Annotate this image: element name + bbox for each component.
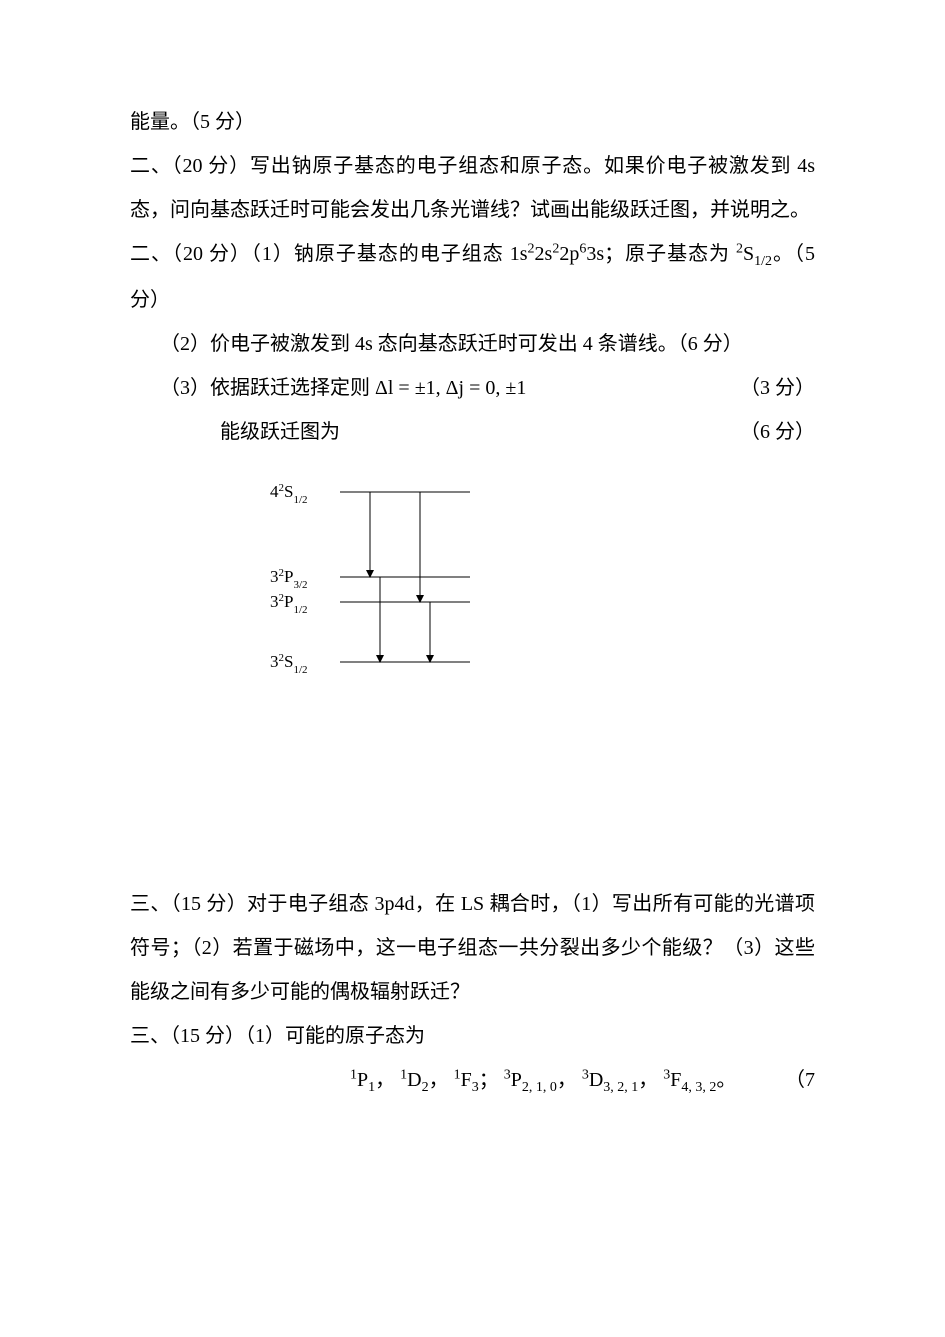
answer-2-part2: （2）价电子被激发到 4s 态向基态跃迁时可发出 4 条谱线。（6 分） <box>130 322 815 366</box>
svg-text:32S1/2: 32S1/2 <box>270 652 308 676</box>
diagram-heading-points: （6 分） <box>740 410 815 454</box>
answer-2-part1: 二、（20 分）（1）钠原子基态的电子组态 1s22s22p63s；原子基态为 … <box>130 232 815 322</box>
selection-rule-points: （3 分） <box>740 366 815 410</box>
answer-2-diagram-heading: 能级跃迁图为 （6 分） <box>130 410 815 454</box>
energy-level-diagram: 42S1/2 32P3/232P1/2 32S1/2 <box>130 472 815 692</box>
answer-prefix: 二、（20 分）（1）钠原子基态的电子组态 <box>130 243 510 265</box>
diagram-heading-text: 能级跃迁图为 <box>220 410 340 454</box>
electron-config: 1s22s22p63s <box>510 243 604 265</box>
question-2: 二、（20 分）写出钠原子基态的电子组态和原子态。如果价电子被激发到 4s 态，… <box>130 144 815 232</box>
answer-mid: ；原子基态为 <box>604 243 736 265</box>
term-symbol-list: 1P1， 1D2， 1F3； 3P2, 1, 0， 3D3, 2, 1， 3F4… <box>350 1058 736 1104</box>
svg-text:42S1/2: 42S1/2 <box>270 482 308 506</box>
paragraph-energy-fragment: 能量。（5 分） <box>130 100 815 144</box>
ground-term: 2S1/2 <box>736 243 772 265</box>
selection-rule-text: （3）依据跃迁选择定则 Δl = ±1, Δj = 0, ±1 <box>160 366 526 410</box>
answer-2-part3-rule: （3）依据跃迁选择定则 Δl = ±1, Δj = 0, ±1 （3 分） <box>130 366 815 410</box>
question-3: 三、（15 分）对于电子组态 3p4d，在 LS 耦合时，（1）写出所有可能的光… <box>130 882 815 1014</box>
svg-text:32P3/2: 32P3/2 <box>270 567 308 591</box>
svg-text:32P1/2: 32P1/2 <box>270 592 308 616</box>
document-page: 能量。（5 分） 二、（20 分）写出钠原子基态的电子组态和原子态。如果价电子被… <box>0 0 945 1164</box>
answer-3-lead: 三、（15 分）（1）可能的原子态为 <box>130 1014 815 1058</box>
answer-3-terms-line: 1P1， 1D2， 1F3； 3P2, 1, 0， 3D3, 2, 1， 3F4… <box>130 1058 815 1104</box>
blank-space <box>130 702 815 882</box>
answer-3-points-fragment: （7 <box>785 1058 815 1104</box>
